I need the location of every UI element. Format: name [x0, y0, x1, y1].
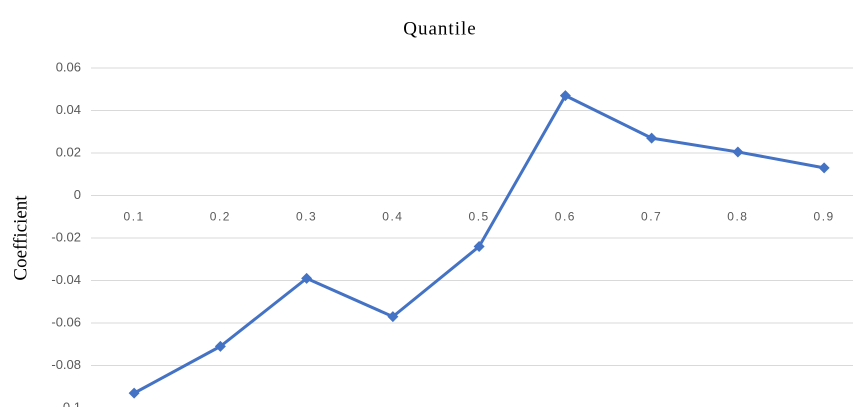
- y-tick-label: 0: [74, 187, 81, 202]
- x-tick-label: 0.9: [814, 210, 835, 224]
- x-tick-label: 0.5: [469, 210, 490, 224]
- y-axis-label: Coefficient: [10, 195, 31, 281]
- data-marker: [473, 241, 485, 252]
- data-marker: [387, 311, 399, 323]
- y-tick-label: -0.06: [51, 314, 81, 329]
- x-tick-label: 0.7: [641, 210, 662, 224]
- data-marker: [559, 90, 571, 102]
- y-tick-label: -0.1: [59, 399, 81, 407]
- chart-title: Quantile: [403, 18, 476, 39]
- x-tick-label: 0.2: [210, 210, 231, 224]
- y-tick-label: 0.06: [56, 59, 81, 74]
- x-tick-label: 0.4: [382, 210, 403, 224]
- data-marker: [646, 132, 658, 144]
- data-marker: [214, 340, 226, 352]
- x-tick-label: 0.6: [555, 210, 576, 224]
- x-tick-label: 0.3: [296, 210, 317, 224]
- y-tick-label: 0.02: [56, 144, 81, 159]
- data-marker: [301, 272, 313, 284]
- x-tick-label: 0.1: [124, 210, 145, 224]
- data-marker: [128, 387, 140, 399]
- x-tick-label: 0.8: [727, 210, 748, 224]
- y-tick-label: -0.04: [51, 272, 81, 287]
- y-tick-label: -0.02: [51, 229, 81, 244]
- y-tick-label: -0.08: [51, 357, 81, 372]
- data-marker: [818, 162, 830, 174]
- data-marker: [732, 146, 744, 158]
- y-tick-label: 0.04: [56, 102, 81, 117]
